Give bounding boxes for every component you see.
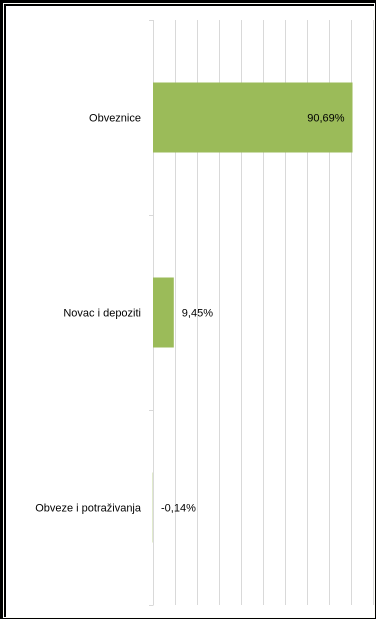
value-label: 9,45% bbox=[182, 308, 213, 320]
labels: Obveznice 90,69% Novac i depoziti 9,45% Obve… bbox=[35, 113, 345, 515]
bars bbox=[152, 82, 353, 543]
bar bbox=[153, 277, 174, 348]
category-label: Novac i depoziti bbox=[63, 308, 141, 320]
value-label: -0,14% bbox=[161, 503, 196, 515]
value-label: 90,69% bbox=[307, 113, 345, 125]
category-label: Obveznice bbox=[89, 113, 141, 125]
category-label: Obveze i potraživanja bbox=[35, 503, 142, 515]
bar bbox=[153, 82, 353, 153]
